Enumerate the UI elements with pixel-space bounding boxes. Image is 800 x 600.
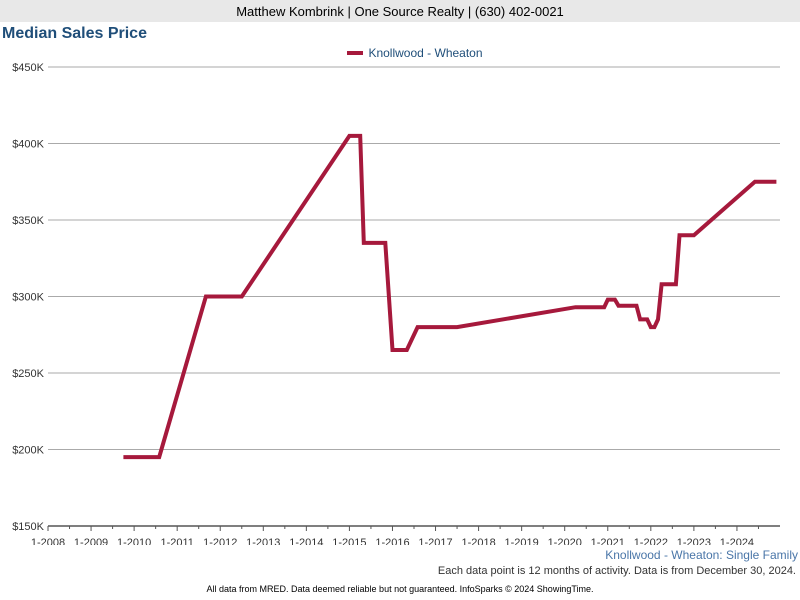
x-tick-label: 1-2021: [591, 537, 625, 545]
data-point: [617, 304, 621, 308]
x-tick-label: 1-2019: [505, 537, 539, 545]
data-point: [204, 295, 208, 299]
legend-swatch: [347, 51, 364, 55]
data-point: [240, 295, 244, 299]
chart-legend[interactable]: Knollwood - Wheaton: [0, 46, 800, 60]
x-tick-label: 1-2013: [246, 537, 280, 545]
data-point: [157, 455, 161, 459]
x-tick-label: 1-2024: [720, 537, 754, 545]
y-tick-label: $200K: [12, 445, 44, 457]
y-tick-label: $250K: [12, 368, 44, 380]
data-point: [606, 298, 610, 302]
x-tick-label: 1-2022: [634, 537, 668, 545]
x-tick-label: 1-2010: [117, 537, 151, 545]
data-point: [652, 325, 656, 329]
x-tick-label: 1-2015: [332, 537, 366, 545]
data-point: [391, 348, 395, 352]
data-point: [455, 325, 459, 329]
data-point: [660, 282, 664, 286]
footer-disclaimer: All data from MRED. Data deemed reliable…: [206, 584, 594, 594]
data-point: [638, 317, 642, 321]
x-tick-label: 1-2009: [74, 537, 108, 545]
series-caption: Knollwood - Wheaton: Single Family: [605, 548, 798, 562]
data-note: Each data point is 12 months of activity…: [437, 565, 796, 577]
data-point: [613, 298, 617, 302]
x-tick-label: 1-2016: [375, 537, 409, 545]
y-tick-label: $350K: [12, 215, 44, 227]
y-tick-label: $400K: [12, 139, 44, 151]
y-tick-label: $300K: [12, 292, 44, 304]
data-point: [656, 317, 660, 321]
y-tick-label: $150K: [12, 521, 44, 533]
data-point: [678, 233, 682, 237]
data-point: [753, 180, 757, 184]
legend-label: Knollwood - Wheaton: [368, 46, 483, 60]
data-point: [645, 317, 649, 321]
data-point: [358, 134, 362, 138]
x-tick-label: 1-2020: [548, 537, 582, 545]
data-point: [602, 305, 606, 309]
data-point: [692, 233, 696, 237]
data-point: [574, 305, 578, 309]
data-point: [635, 304, 639, 308]
x-tick-label: 1-2008: [31, 537, 65, 545]
data-point: [362, 241, 366, 245]
line-chart[interactable]: $150K $200K $250K $300K $350K $400K $450K 1-200…: [0, 0, 800, 545]
data-point: [774, 180, 778, 184]
data-point: [405, 348, 409, 352]
x-tick-label: 1-2011: [160, 537, 193, 545]
data-point: [347, 134, 351, 138]
y-tick-label: $450K: [12, 62, 44, 74]
x-tick-label: 1-2018: [461, 537, 495, 545]
agent-info-text: Matthew Kombrink | One Source Realty | (…: [236, 3, 564, 19]
data-point: [649, 325, 653, 329]
series-line: [123, 133, 777, 460]
x-tick-label: 1-2017: [418, 537, 452, 545]
data-point: [416, 325, 420, 329]
x-tick-label: 1-2023: [677, 537, 711, 545]
data-point: [383, 241, 387, 245]
data-point: [121, 455, 125, 459]
chart-title: Median Sales Price: [2, 25, 147, 42]
agent-header-bar: Matthew Kombrink | One Source Realty | (…: [0, 0, 800, 22]
data-point: [674, 282, 678, 286]
x-tick-label: 1-2014: [289, 537, 323, 545]
x-tick-label: 1-2012: [203, 537, 237, 545]
